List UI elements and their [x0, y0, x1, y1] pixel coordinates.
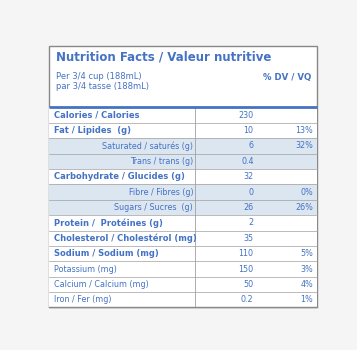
Text: 150: 150 — [238, 265, 253, 273]
Text: 0.4: 0.4 — [241, 157, 253, 166]
Text: 35: 35 — [243, 234, 253, 243]
Text: Iron / Fer (mg): Iron / Fer (mg) — [54, 295, 112, 304]
Bar — [49, 292, 317, 307]
Bar — [49, 138, 317, 154]
Text: 10: 10 — [243, 126, 253, 135]
Text: Fat / Lipides  (g): Fat / Lipides (g) — [54, 126, 131, 135]
Text: 1%: 1% — [300, 295, 313, 304]
Text: Calcium / Calcium (mg): Calcium / Calcium (mg) — [54, 280, 149, 289]
Text: 32%: 32% — [295, 141, 313, 150]
Text: Saturated / saturés (g): Saturated / saturés (g) — [102, 141, 193, 151]
Text: Cholesterol / Cholestérol (mg): Cholesterol / Cholestérol (mg) — [54, 233, 197, 243]
Text: Sodium / Sodium (mg): Sodium / Sodium (mg) — [54, 249, 159, 258]
Text: 110: 110 — [238, 249, 253, 258]
Text: 50: 50 — [243, 280, 253, 289]
Bar — [49, 123, 317, 138]
Bar — [49, 200, 317, 215]
Text: 6: 6 — [248, 141, 253, 150]
Text: 32: 32 — [243, 172, 253, 181]
Text: Trans / trans (g): Trans / trans (g) — [130, 157, 193, 166]
Text: 0: 0 — [248, 188, 253, 197]
Bar — [49, 107, 317, 123]
Text: 4%: 4% — [300, 280, 313, 289]
Text: Sugars / Sucres  (g): Sugars / Sucres (g) — [115, 203, 193, 212]
Text: % DV / VQ: % DV / VQ — [263, 74, 312, 82]
Bar — [49, 261, 317, 277]
Text: Potassium (mg): Potassium (mg) — [54, 265, 117, 273]
Text: Carbohydrate / Glucides (g): Carbohydrate / Glucides (g) — [54, 172, 185, 181]
Text: 0%: 0% — [300, 188, 313, 197]
Bar — [49, 184, 317, 200]
Bar — [49, 215, 317, 231]
Text: 26: 26 — [243, 203, 253, 212]
Text: 3%: 3% — [300, 265, 313, 273]
Bar — [49, 277, 317, 292]
Text: 5%: 5% — [300, 249, 313, 258]
Bar — [49, 246, 317, 261]
Text: Calories / Calories: Calories / Calories — [54, 111, 140, 120]
Text: 13%: 13% — [295, 126, 313, 135]
Text: 0.2: 0.2 — [241, 295, 253, 304]
Text: Nutrition Facts / Valeur nutritive: Nutrition Facts / Valeur nutritive — [56, 50, 271, 63]
Text: Fibre / Fibres (g): Fibre / Fibres (g) — [129, 188, 193, 197]
Bar — [49, 169, 317, 184]
Text: Per 3/4 cup (188mL): Per 3/4 cup (188mL) — [56, 72, 141, 82]
Text: 230: 230 — [238, 111, 253, 120]
Bar — [49, 231, 317, 246]
Text: Protein /  Protéines (g): Protein / Protéines (g) — [54, 218, 163, 228]
Bar — [49, 154, 317, 169]
Text: 2: 2 — [248, 218, 253, 228]
Text: 26%: 26% — [295, 203, 313, 212]
Text: par 3/4 tasse (188mL): par 3/4 tasse (188mL) — [56, 83, 149, 91]
